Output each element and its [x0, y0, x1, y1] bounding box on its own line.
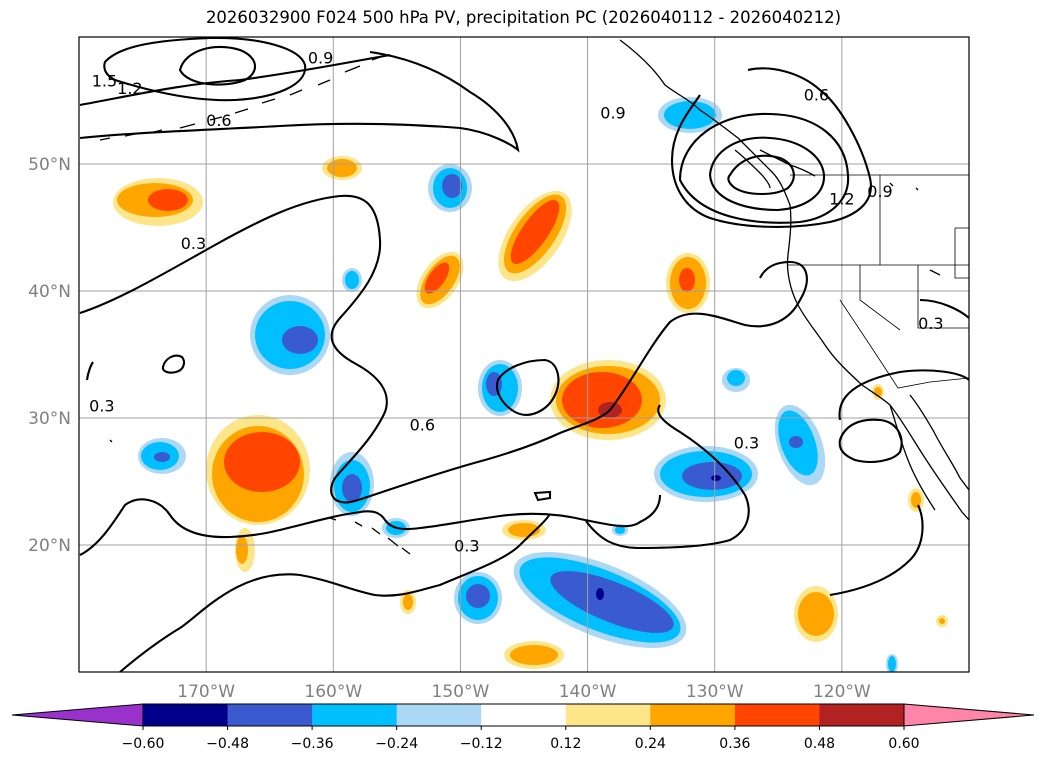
colorbar-segment	[565, 704, 651, 726]
precip-cell	[888, 656, 896, 672]
colorbar-tick-label: −0.60	[122, 736, 165, 752]
colorbar-frame	[142, 703, 905, 727]
precip-cell	[282, 326, 318, 354]
precip-cell	[224, 432, 300, 492]
colorbar-segment	[227, 704, 313, 726]
precip-cell	[615, 526, 625, 534]
contour-label: 0.9	[600, 103, 625, 122]
precip-cell	[466, 584, 490, 608]
contour-label: 1.5	[92, 72, 117, 91]
precip-cell	[679, 268, 695, 292]
colorbar-segment	[819, 704, 905, 726]
precip-cell	[510, 199, 560, 265]
lon-label: 160°W	[304, 682, 362, 702]
longitude-labels: 170°W 160°W 150°W 140°W 130°W 120°W	[177, 682, 871, 702]
colorbar-extend-max	[903, 703, 1035, 727]
precip-cell	[682, 462, 742, 490]
colorbar-tick-label: 0.48	[804, 736, 835, 752]
contour-label: 0.6	[410, 416, 435, 435]
lon-label: 130°W	[686, 682, 744, 702]
lon-label: 120°W	[813, 682, 871, 702]
lon-label: 150°W	[432, 682, 490, 702]
precip-cell	[664, 101, 716, 129]
colorbar-tick-label: 0.60	[888, 736, 919, 752]
lat-label: 50°N	[28, 155, 71, 175]
precip-cell	[711, 475, 721, 481]
colorbar-labels: −0.60 −0.48 −0.36 −0.24 −0.12 0.12 0.24 0.36 0.4…	[122, 726, 920, 752]
colorbar-segment	[396, 704, 482, 726]
precip-cell	[424, 262, 450, 294]
colorbar-tick-label: 0.24	[635, 736, 666, 752]
colorbar-segment	[143, 704, 229, 726]
colorbar-segment	[312, 704, 398, 726]
precip-cell	[154, 452, 170, 462]
lat-label: 20°N	[28, 536, 71, 556]
precip-cell	[345, 271, 359, 289]
precip-cell	[596, 588, 604, 600]
lat-label: 40°N	[28, 282, 71, 302]
contour-label: 0.3	[918, 314, 943, 333]
lat-label: 30°N	[28, 409, 71, 429]
contour-label: 0.3	[454, 536, 479, 555]
contour-label: 0.6	[206, 111, 231, 130]
colorbar	[11, 703, 1035, 727]
lon-label: 170°W	[177, 682, 235, 702]
colorbar-segment	[650, 704, 736, 726]
contour-label: 1.2	[829, 190, 854, 209]
precip-cell	[550, 571, 674, 633]
colorbar-tick-label: −0.36	[291, 736, 334, 752]
colorbar-tick-label: 0.36	[719, 736, 750, 752]
pv-contours	[79, 37, 969, 672]
contour-label: 0.3	[734, 433, 759, 452]
map-frame	[78, 36, 970, 673]
contour-labels: 1.5 1.20.90.60.30.30.60.30.60.91.20.90.30…	[89, 49, 943, 556]
precip-cell	[798, 592, 834, 636]
contour-label: 0.3	[181, 234, 206, 253]
colorbar-tick-label: −0.48	[206, 736, 249, 752]
lon-label: 140°W	[559, 682, 617, 702]
colorbar-tick-label: −0.12	[460, 736, 503, 752]
precip-cell	[486, 372, 502, 396]
precipitation-field	[113, 97, 948, 672]
contour-label: 0.3	[89, 397, 114, 416]
precip-cell	[510, 645, 558, 665]
page-title: 2026032900 F024 500 hPa PV, precipitatio…	[205, 8, 842, 27]
precip-cell	[562, 372, 642, 428]
precip-cell	[327, 159, 357, 177]
precip-cell	[403, 594, 413, 610]
contour-label: 0.9	[308, 49, 333, 68]
contour-label: 0.6	[804, 86, 829, 105]
precip-cell	[236, 536, 248, 564]
latitude-labels: 50°N 40°N 30°N 20°N	[28, 155, 71, 556]
contour-label: 1.2	[117, 79, 142, 98]
precip-cell	[727, 370, 745, 386]
contour-label: 0.9	[867, 182, 892, 201]
colorbar-extend-min	[11, 703, 144, 727]
precip-cell	[342, 474, 362, 502]
precip-cell	[442, 174, 462, 198]
gridlines	[79, 37, 969, 672]
precip-cell	[939, 618, 945, 624]
colorbar-segment	[734, 704, 820, 726]
precip-cell	[789, 436, 803, 448]
precip-cell	[148, 189, 188, 211]
colorbar-segment	[481, 704, 567, 726]
colorbar-tick-label: 0.12	[550, 736, 581, 752]
colorbar-tick-label: −0.24	[375, 736, 418, 752]
precip-cell	[911, 492, 921, 508]
political-borders	[788, 174, 969, 389]
